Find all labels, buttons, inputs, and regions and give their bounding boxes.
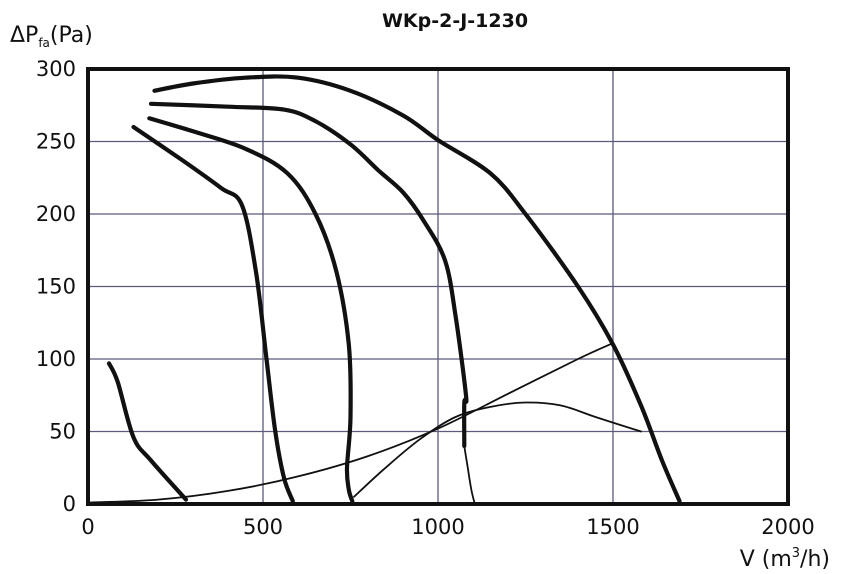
chart-title: WKp-2-J-1230	[382, 10, 528, 32]
y-tick-label-2: 100	[36, 347, 76, 371]
fan-curve-1	[148, 101, 469, 449]
y-tick-label-0: 0	[63, 492, 76, 516]
system-curve-7	[463, 445, 476, 505]
system-curve-6	[353, 401, 642, 498]
y-tick-label-1: 50	[49, 420, 76, 444]
fan-curve-4	[106, 361, 189, 502]
y-tick-label-3: 150	[36, 275, 76, 299]
y-axis-label-main: ΔP	[10, 23, 38, 48]
curves	[87, 74, 682, 505]
x-axis-label-unit: /h)	[800, 547, 830, 572]
x-tick-label-0: 0	[81, 515, 94, 539]
x-axis-label-main: V (m	[740, 547, 792, 572]
x-tick-label-2: 1000	[411, 515, 464, 539]
x-axis-label: V (m3/h)	[740, 546, 830, 572]
grid	[88, 69, 788, 504]
fan-curve-0	[152, 74, 682, 504]
fan-curve-3	[131, 124, 295, 504]
y-axis-label: ΔPfa(Pa)	[10, 23, 93, 50]
y-tick-label-6: 300	[36, 57, 76, 81]
fan-curve-2	[147, 116, 355, 504]
x-tick-label-3: 1500	[586, 515, 639, 539]
x-axis-label-sup: 3	[792, 546, 800, 561]
x-tick-label-1: 500	[243, 515, 283, 539]
tick-labels: 0 500 1000 1500 2000 0 50 100 150 200 250 300	[36, 57, 815, 539]
y-axis-label-sub: fa	[38, 36, 50, 50]
y-axis-label-unit: (Pa)	[50, 23, 93, 48]
y-tick-label-5: 250	[36, 130, 76, 154]
y-tick-label-4: 200	[36, 202, 76, 226]
plot-frame	[86, 67, 790, 506]
x-tick-label-4: 2000	[761, 515, 814, 539]
system-curve-5	[87, 342, 614, 504]
